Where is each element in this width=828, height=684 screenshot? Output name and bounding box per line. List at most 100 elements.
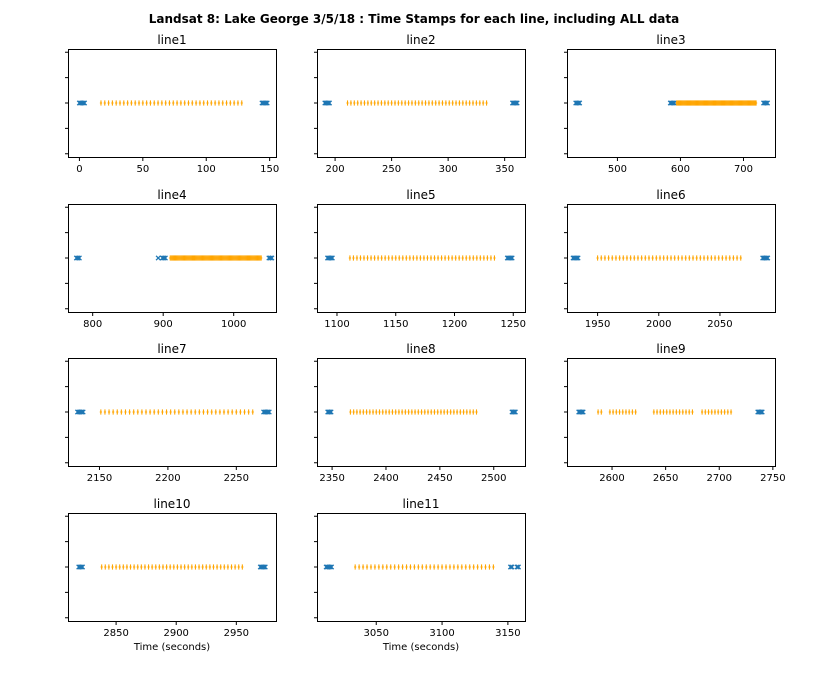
- data-point-plus: [365, 564, 369, 570]
- data-point-plus: [187, 564, 190, 570]
- subplot-title: line1: [157, 33, 186, 47]
- data-point-x: [327, 409, 333, 415]
- data-point-plus: [359, 409, 362, 415]
- data-point-plus: [140, 564, 143, 570]
- x-tick-label: 1000: [221, 319, 246, 330]
- data-point-plus: [391, 409, 394, 415]
- data-point-plus: [468, 564, 471, 570]
- data-point-plus: [391, 255, 394, 261]
- data-point-plus: [412, 255, 415, 261]
- data-point-plus: [149, 409, 152, 415]
- data-point-x: [758, 409, 764, 415]
- data-point-plus: [236, 100, 240, 106]
- data-point-plus: [458, 255, 461, 261]
- data-point-plus: [447, 255, 450, 261]
- x-tick-label: 900: [154, 319, 173, 330]
- data-point-plus: [380, 100, 383, 106]
- data-point-plus: [133, 564, 136, 570]
- data-point-plus: [684, 409, 688, 415]
- data-point-plus: [636, 255, 640, 261]
- data-point-plus: [699, 255, 702, 261]
- data-point-plus: [389, 564, 392, 570]
- figure-title: Landsat 8: Lake George 3/5/18 : Time Sta…: [148, 12, 680, 26]
- data-point-plus: [376, 100, 380, 106]
- data-point-plus: [161, 409, 164, 415]
- data-point-plus: [633, 255, 636, 261]
- subplot-line5: line5 1100 1150 1200 1250: [314, 188, 526, 330]
- data-point-plus: [356, 100, 359, 106]
- data-point-plus: [229, 100, 232, 106]
- data-point-plus: [456, 409, 459, 415]
- data-point-plus: [465, 409, 468, 415]
- data-point-plus: [717, 409, 720, 415]
- data-point-plus: [421, 564, 424, 570]
- data-point-x: [575, 255, 581, 261]
- data-point-plus: [107, 409, 111, 415]
- data-point-plus: [461, 100, 464, 106]
- data-point-plus: [398, 255, 401, 261]
- data-point-plus: [387, 100, 390, 106]
- data-point-plus: [225, 100, 228, 106]
- data-point-plus: [434, 100, 437, 106]
- data-point-x: [80, 409, 86, 415]
- data-point-plus: [393, 564, 396, 570]
- data-point-plus: [417, 100, 420, 106]
- data-point-plus: [397, 409, 401, 415]
- data-point-plus: [728, 255, 731, 261]
- data-point-plus: [137, 100, 141, 106]
- data-point-plus: [629, 255, 632, 261]
- data-point-plus: [735, 255, 739, 261]
- data-point-plus: [710, 409, 713, 415]
- data-point-plus: [388, 409, 391, 415]
- data-point-plus: [423, 409, 426, 415]
- data-point-plus: [118, 100, 122, 106]
- data-point-plus: [456, 564, 459, 570]
- data-point-plus: [390, 100, 393, 106]
- subplot-title: line10: [154, 497, 191, 511]
- data-point-plus: [713, 409, 717, 415]
- data-point-plus: [464, 564, 467, 570]
- data-point-plus: [444, 564, 448, 570]
- data-point-plus: [407, 409, 410, 415]
- data-point-plus: [436, 409, 439, 415]
- data-point-plus: [205, 564, 208, 570]
- x-tick-label: 0: [76, 164, 82, 175]
- data-point-plus: [437, 564, 440, 570]
- data-point-x: [76, 255, 82, 261]
- data-point-x: [764, 100, 771, 106]
- data-point-plus: [154, 564, 157, 570]
- data-point-x: [81, 100, 88, 106]
- data-point-plus: [370, 100, 373, 106]
- data-point-plus: [702, 255, 706, 261]
- data-point-plus: [421, 100, 424, 106]
- data-point-plus: [440, 564, 444, 570]
- data-point-plus: [111, 100, 114, 106]
- data-point-plus: [239, 409, 242, 415]
- data-point-plus: [247, 409, 250, 415]
- data-point-plus: [99, 100, 103, 106]
- data-point-plus: [430, 409, 433, 415]
- data-point-plus: [706, 255, 709, 261]
- data-point-plus: [461, 255, 464, 261]
- data-point-plus: [104, 564, 107, 570]
- data-point-x: [75, 255, 81, 261]
- data-point-x: [328, 409, 334, 415]
- x-tick-label: 3100: [429, 628, 454, 639]
- data-point-plus: [202, 100, 205, 106]
- x-tick-label: 1150: [383, 319, 408, 330]
- x-tick-label: 1200: [442, 319, 467, 330]
- data-point-plus: [144, 409, 148, 415]
- data-point-plus: [210, 100, 213, 106]
- data-point-plus: [120, 409, 123, 415]
- data-point-plus: [485, 100, 488, 106]
- x-tick-label: 2200: [155, 473, 180, 484]
- data-point-plus: [437, 100, 441, 106]
- data-point-plus: [355, 255, 359, 261]
- data-point-plus: [413, 409, 417, 415]
- data-point-plus: [378, 409, 381, 415]
- data-point-plus: [214, 100, 217, 106]
- data-point-plus: [479, 255, 482, 261]
- data-point-plus: [704, 409, 707, 415]
- data-point-plus: [669, 255, 673, 261]
